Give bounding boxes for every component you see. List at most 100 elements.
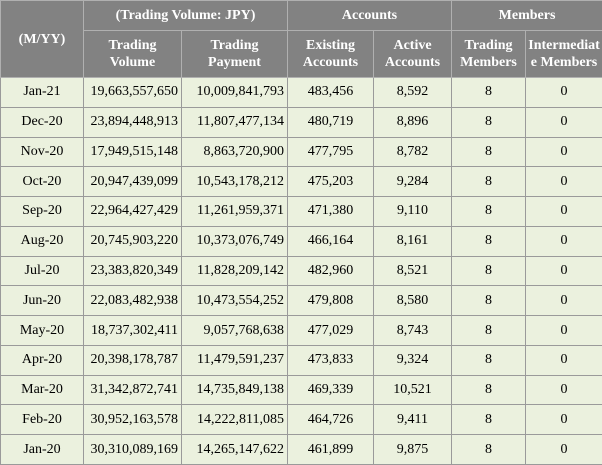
- value-cell: 482,960: [287, 255, 374, 287]
- value-cell: 473,833: [287, 344, 374, 376]
- value-cell: 480,719: [287, 106, 374, 138]
- value-cell: 10,473,554,252: [181, 285, 288, 317]
- value-cell: 8,896: [372, 106, 453, 138]
- period-cell: Jan-21: [0, 77, 84, 108]
- column-header: Existing Accounts: [287, 30, 374, 78]
- value-cell: 477,029: [287, 315, 374, 346]
- value-cell: 9,411: [372, 404, 453, 436]
- value-cell: 30,310,089,169: [83, 434, 182, 465]
- group-header: (Trading Volume: JPY): [83, 0, 288, 31]
- value-cell: 10,521: [372, 374, 453, 406]
- value-cell: 0: [525, 285, 602, 317]
- period-cell: Aug-20: [0, 225, 84, 257]
- table-row: Oct-20 20,947,439,099 10,543,178,212 475,20…: [0, 166, 602, 198]
- value-cell: 0: [525, 315, 602, 346]
- value-cell: 466,164: [287, 225, 374, 257]
- value-cell: 18,737,302,411: [83, 315, 182, 346]
- value-cell: 14,735,849,138: [181, 374, 288, 406]
- value-cell: 471,380: [287, 196, 374, 227]
- value-cell: 19,663,557,650: [83, 77, 182, 108]
- value-cell: 479,808: [287, 285, 374, 317]
- period-header: (M/YY): [0, 0, 84, 78]
- value-cell: 20,745,903,220: [83, 225, 182, 257]
- value-cell: 30,952,163,578: [83, 404, 182, 436]
- table-row: Dec-20 23,894,448,913 11,807,477,134 480,71…: [0, 106, 602, 138]
- table-row: Sep-20 22,964,427,429 11,261,959,371 471,38…: [0, 196, 602, 227]
- table-row: Apr-20 20,398,178,787 11,479,591,237 473,83…: [0, 344, 602, 376]
- table-row: Feb-20 30,952,163,578 14,222,811,085 464,72…: [0, 404, 602, 436]
- value-cell: 11,807,477,134: [181, 106, 288, 138]
- value-cell: 17,949,515,148: [83, 136, 182, 168]
- value-cell: 8: [451, 285, 527, 317]
- value-cell: 0: [525, 225, 602, 257]
- table-row: May-20 18,737,302,411 9,057,768,638 477,029…: [0, 315, 602, 346]
- value-cell: 10,373,076,749: [181, 225, 288, 257]
- value-cell: 23,383,820,349: [83, 255, 182, 287]
- value-cell: 10,009,841,793: [181, 77, 288, 108]
- value-cell: 14,222,811,085: [181, 404, 288, 436]
- table-row: Mar-20 31,342,872,741 14,735,849,138 469,33…: [0, 374, 602, 406]
- table-row: Nov-20 17,949,515,148 8,863,720,900 477,795…: [0, 136, 602, 168]
- value-cell: 0: [525, 106, 602, 138]
- value-cell: 8: [451, 106, 527, 138]
- value-cell: 8: [451, 166, 527, 198]
- period-cell: Mar-20: [0, 374, 84, 406]
- value-cell: 22,964,427,429: [83, 196, 182, 227]
- period-cell: Jan-20: [0, 434, 84, 465]
- value-cell: 8: [451, 315, 527, 346]
- table-row: Jun-20 22,083,482,938 10,473,554,252 479,80…: [0, 285, 602, 317]
- value-cell: 14,265,147,622: [181, 434, 288, 465]
- value-cell: 8,161: [372, 225, 453, 257]
- value-cell: 8: [451, 225, 527, 257]
- value-cell: 20,398,178,787: [83, 344, 182, 376]
- value-cell: 8,592: [372, 77, 453, 108]
- period-cell: Nov-20: [0, 136, 84, 168]
- column-header: Intermediate Members: [525, 30, 602, 78]
- value-cell: 8,863,720,900: [181, 136, 288, 168]
- value-cell: 464,726: [287, 404, 374, 436]
- table-row: Jul-20 23,383,820,349 11,828,209,142 482,96…: [0, 255, 602, 287]
- value-cell: 9,284: [372, 166, 453, 198]
- value-cell: 461,899: [287, 434, 374, 465]
- value-cell: 9,110: [372, 196, 453, 227]
- period-cell: Dec-20: [0, 106, 84, 138]
- column-header: Trading Payment: [181, 30, 288, 78]
- table-row: Jan-20 30,310,089,169 14,265,147,622 461,89…: [0, 434, 602, 465]
- period-cell: Oct-20: [0, 166, 84, 198]
- value-cell: 8,580: [372, 285, 453, 317]
- value-cell: 8: [451, 196, 527, 227]
- value-cell: 0: [525, 344, 602, 376]
- value-cell: 0: [525, 196, 602, 227]
- value-cell: 477,795: [287, 136, 374, 168]
- value-cell: 11,828,209,142: [181, 255, 288, 287]
- value-cell: 8,782: [372, 136, 453, 168]
- value-cell: 23,894,448,913: [83, 106, 182, 138]
- value-cell: 9,057,768,638: [181, 315, 288, 346]
- period-cell: Jun-20: [0, 285, 84, 317]
- value-cell: 9,324: [372, 344, 453, 376]
- value-cell: 8: [451, 344, 527, 376]
- value-cell: 0: [525, 374, 602, 406]
- value-cell: 10,543,178,212: [181, 166, 288, 198]
- value-cell: 31,342,872,741: [83, 374, 182, 406]
- value-cell: 9,875: [372, 434, 453, 465]
- value-cell: 11,261,959,371: [181, 196, 288, 227]
- value-cell: 0: [525, 255, 602, 287]
- value-cell: 20,947,439,099: [83, 166, 182, 198]
- value-cell: 11,479,591,237: [181, 344, 288, 376]
- table-row: Aug-20 20,745,903,220 10,373,076,749 466,16…: [0, 225, 602, 257]
- column-header: Active Accounts: [372, 30, 453, 78]
- value-cell: 469,339: [287, 374, 374, 406]
- column-header: Trading Members: [451, 30, 527, 78]
- period-cell: Feb-20: [0, 404, 84, 436]
- value-cell: 8: [451, 404, 527, 436]
- value-cell: 8: [451, 374, 527, 406]
- value-cell: 475,203: [287, 166, 374, 198]
- value-cell: 0: [525, 166, 602, 198]
- group-header: Members: [451, 0, 602, 31]
- period-cell: Sep-20: [0, 196, 84, 227]
- value-cell: 22,083,482,938: [83, 285, 182, 317]
- value-cell: 8: [451, 434, 527, 465]
- group-header: Accounts: [286, 0, 453, 31]
